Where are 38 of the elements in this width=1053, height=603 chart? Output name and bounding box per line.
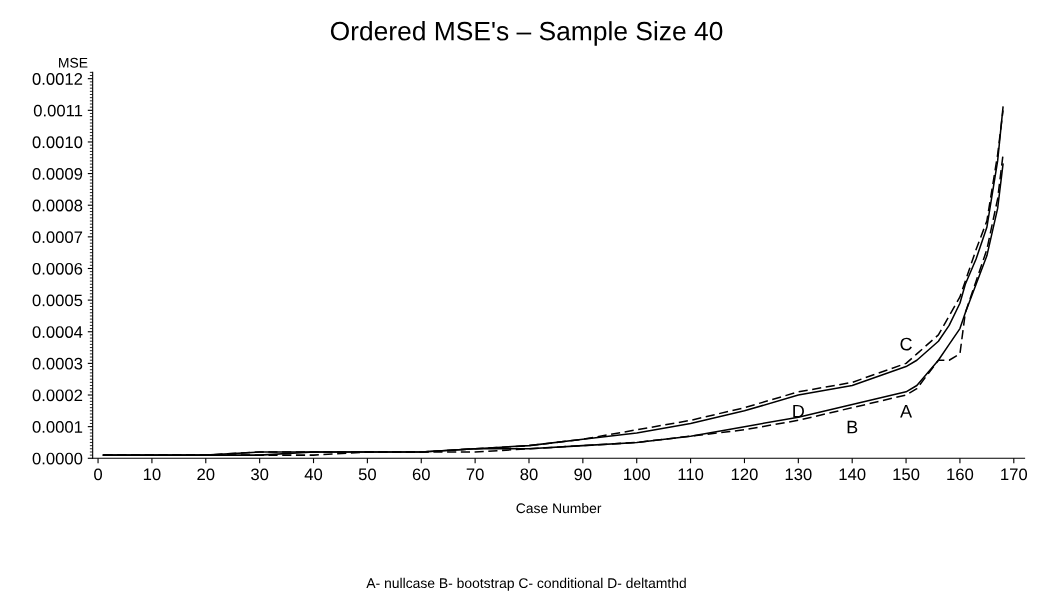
x-axis-title: Case Number <box>516 502 602 514</box>
x-tick-label: 150 <box>893 468 920 481</box>
x-tick-label: 0 <box>94 468 103 481</box>
x-tick-label: 80 <box>520 468 538 481</box>
y-tick-label: 0.0007 <box>32 231 83 244</box>
annotation: C <box>900 337 912 351</box>
x-tick-label: 130 <box>785 468 812 481</box>
y-axis-title: MSE <box>59 57 88 68</box>
x-tick-label: 140 <box>839 468 866 481</box>
x-tick-label: 30 <box>251 468 269 481</box>
x-tick-label: 90 <box>574 468 592 481</box>
x-tick-label: 70 <box>466 468 484 481</box>
x-tick-label: 110 <box>678 468 704 481</box>
x-tick-label: 120 <box>731 468 758 481</box>
y-tick-label: 0.0000 <box>32 452 83 465</box>
y-tick-label: 0.0009 <box>32 167 83 180</box>
y-tick-label: 0.0012 <box>32 73 83 85</box>
y-tick-label: 0.0001 <box>32 421 83 433</box>
x-tick-label: 50 <box>358 468 377 481</box>
annotation: B <box>847 420 858 434</box>
y-tick-label: 0.0008 <box>32 199 83 212</box>
x-tick-label: 10 <box>143 468 161 481</box>
text: A- nullcase B- bootstrap C- conditional D- deltamthd <box>366 577 686 591</box>
x-tick-label: 170 <box>1001 468 1028 481</box>
x-tick-label: 40 <box>304 468 323 481</box>
y-tick-label: 0.0006 <box>32 262 83 275</box>
x-tick-label: 100 <box>624 468 650 481</box>
x-tick-label: 160 <box>947 468 974 481</box>
y-tick-label: 0.0010 <box>32 136 83 149</box>
annotation: A <box>900 405 913 418</box>
y-tick-label: 0.0005 <box>32 294 83 307</box>
y-tick-label: 0.0011 <box>33 104 83 117</box>
chart-title: Ordered MSE's – Sample Size 40 <box>330 21 723 46</box>
y-tick-label: 0.0002 <box>32 389 83 402</box>
x-tick-label: 60 <box>412 468 430 481</box>
y-tick-label: 0.0004 <box>32 326 83 338</box>
x-tick-label: 20 <box>197 468 215 481</box>
y-tick-label: 0.0003 <box>32 357 83 370</box>
